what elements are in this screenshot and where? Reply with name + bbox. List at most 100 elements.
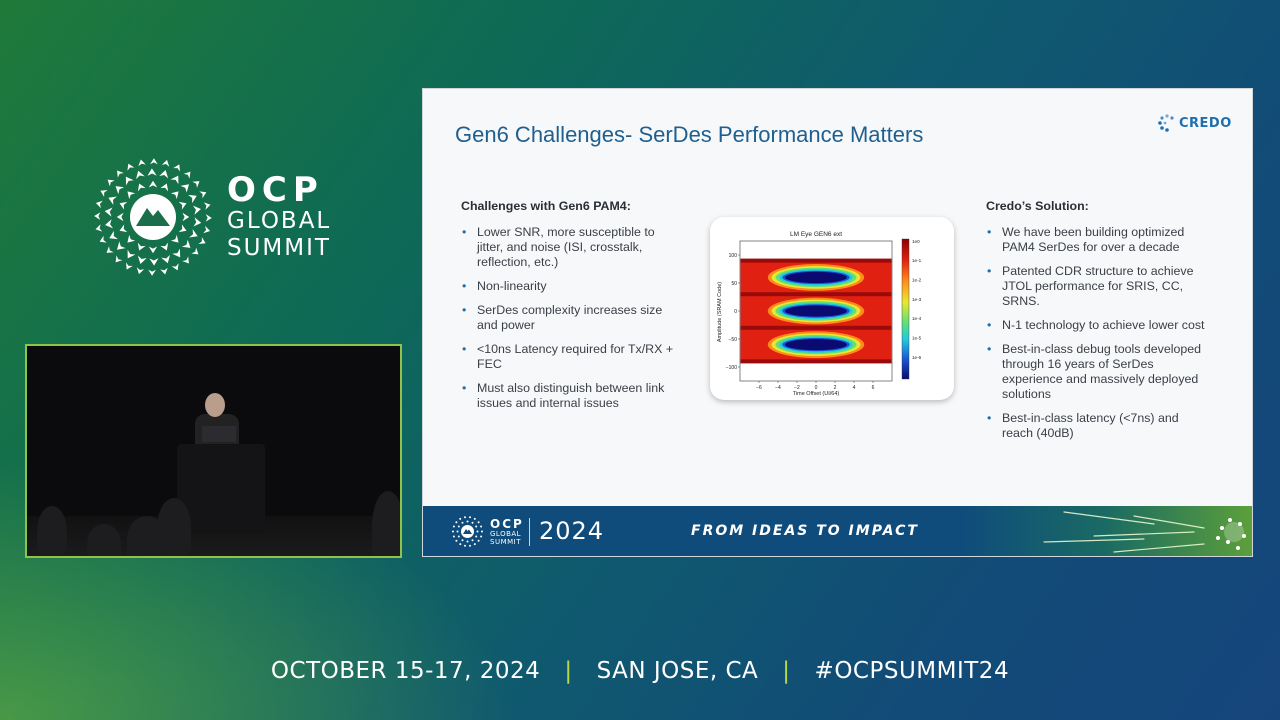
emblem-arrow-mark <box>127 234 136 243</box>
slide-title: Gen6 Challenges- SerDes Performance Matt… <box>455 122 924 147</box>
emblem-arrow-mark <box>116 241 126 250</box>
eye-diagram-svg: −6 −4 −2 0 2 4 6 100 50 0 −50 −100 1e0 1e-1 1e-2 1e-3 1e… <box>717 231 922 397</box>
y-tick-label: −50 <box>729 337 738 343</box>
eye-rail <box>740 292 892 297</box>
emblem-arrow-mark <box>148 269 156 276</box>
colorbar-label: 1e-4 <box>912 316 922 321</box>
emblem-arrow-mark <box>115 186 125 195</box>
challenges-heading: Challenges with Gen6 PAM4: <box>461 199 631 213</box>
event-separator: | <box>782 658 791 684</box>
footer-divider <box>529 518 530 546</box>
emblem-dot <box>452 530 454 533</box>
emblem-dot <box>480 525 483 528</box>
emblem-arrow-mark <box>149 258 159 266</box>
y-tick-label: −100 <box>726 365 737 371</box>
eye-opening <box>785 339 847 351</box>
emblem-dot <box>455 539 458 542</box>
emblem-arrow-mark <box>126 262 133 270</box>
emblem-arrow-mark <box>181 239 191 248</box>
footer-ocp-summit: SUMMIT <box>490 538 521 546</box>
emblem-dot <box>481 530 483 533</box>
emblem-arrow-mark <box>95 200 103 209</box>
footer-tagline: FROM IDEAS TO IMPACT <box>691 523 919 539</box>
ocp-summit-logo: OCP GLOBAL SUMMIT <box>92 156 332 280</box>
emblem-dot <box>456 530 459 533</box>
colorbar-label: 1e-3 <box>912 297 922 302</box>
emblem-arrow-mark <box>161 159 170 167</box>
emblem-arrow-mark <box>191 247 199 255</box>
emblem-dot <box>466 520 469 523</box>
emblem-arrow-mark <box>160 267 168 275</box>
event-info-line: OCTOBER 15-17, 2024 | SAN JOSE, CA | #OCPSUM… <box>0 658 1280 684</box>
emblem-arrow-mark <box>205 214 212 222</box>
event-dates: OCTOBER 15-17, 2024 <box>270 658 541 684</box>
emblem-arrow-mark <box>94 212 101 220</box>
challenges-column: Challenges with Gen6 PAM4: Lower SNR, mo… <box>461 199 683 420</box>
emblem-arrow-mark <box>180 184 190 193</box>
emblem-arrow-mark <box>138 159 146 167</box>
emblem-dot <box>464 516 466 519</box>
emblem-arrow-mark <box>119 201 128 210</box>
y-tick-label: 0 <box>734 309 737 315</box>
emblem-arrow-mark <box>189 229 198 238</box>
footer-year: 2024 <box>539 517 605 545</box>
emblem-arrow-mark <box>150 158 158 165</box>
speaker-laptop <box>202 426 236 442</box>
emblem-arrow-mark <box>109 230 118 240</box>
emblem-dot <box>455 521 458 524</box>
emblem-dot <box>459 517 462 520</box>
challenge-item: Non-linearity <box>461 279 683 294</box>
x-tick-label: −4 <box>775 385 781 391</box>
challenge-item: SerDes complexity increases size and pow… <box>461 303 683 333</box>
emblem-dot <box>473 517 476 520</box>
emblem-arrow-mark <box>119 224 128 233</box>
ocp-summit-text: SUMMIT <box>227 235 331 261</box>
emblem-dot <box>477 539 480 542</box>
slide-footer-banner: OCP GLOBAL SUMMIT 2024 FROM IDEAS TO IMP… <box>423 506 1252 556</box>
colorbar-label: 1e-1 <box>912 258 922 263</box>
emblem-arrow-mark <box>104 207 113 217</box>
x-tick-label: −6 <box>756 385 762 391</box>
emblem-arrow-mark <box>148 246 158 254</box>
colorbar-label: 1e-5 <box>912 335 922 340</box>
emblem-arrow-mark <box>137 255 147 264</box>
emblem-arrow-mark <box>106 246 114 253</box>
colorbar-label: 1e0 <box>912 239 920 244</box>
solution-item: We have been building optimized PAM4 Ser… <box>986 225 1211 255</box>
x-tick-label: 6 <box>872 385 875 391</box>
solution-item: Best-in-class debug tools developed thro… <box>986 342 1211 402</box>
emblem-arrow-mark <box>117 170 124 178</box>
emblem-dot <box>459 543 462 546</box>
emblem-arrow-mark <box>198 237 206 244</box>
emblem-arrow-mark <box>203 225 211 234</box>
y-tick-label: 50 <box>731 281 737 287</box>
emblem-arrow-mark <box>127 163 135 171</box>
eye-opening <box>785 305 847 317</box>
emblem-dot <box>471 539 474 542</box>
ocp-wordmark: OCP <box>227 170 324 210</box>
emblem-dot <box>475 525 478 528</box>
emblem-dot <box>475 535 478 538</box>
emblem-dot <box>461 539 464 542</box>
light-rays-decoration <box>1043 511 1246 553</box>
emblem-arrow-mark <box>125 176 134 186</box>
emblem-arrow-mark <box>115 255 123 263</box>
emblem-dot <box>457 535 460 538</box>
emblem-arrow-mark <box>160 242 169 251</box>
audience-member <box>37 506 67 556</box>
credo-logo: CREDO <box>1157 113 1232 133</box>
colorbar-label: 1e-6 <box>912 355 922 360</box>
emblem-arrow-mark <box>193 217 202 227</box>
event-hashtag: #OCPSUMMIT24 <box>814 658 1010 684</box>
solution-heading: Credo’s Solution: <box>986 199 1089 213</box>
emblem-arrow-mark <box>161 254 170 264</box>
eye-rail <box>740 325 892 330</box>
solution-column: Credo’s Solution: We have been building … <box>986 199 1211 450</box>
emblem-dot <box>473 543 476 546</box>
emblem-arrow-mark <box>159 170 169 179</box>
emblem-dot <box>476 530 479 533</box>
emblem-arrow-mark <box>100 190 108 197</box>
emblem-arrow-mark <box>95 224 103 232</box>
emblem-dot <box>461 521 464 524</box>
emblem-arrow-mark <box>136 170 145 180</box>
